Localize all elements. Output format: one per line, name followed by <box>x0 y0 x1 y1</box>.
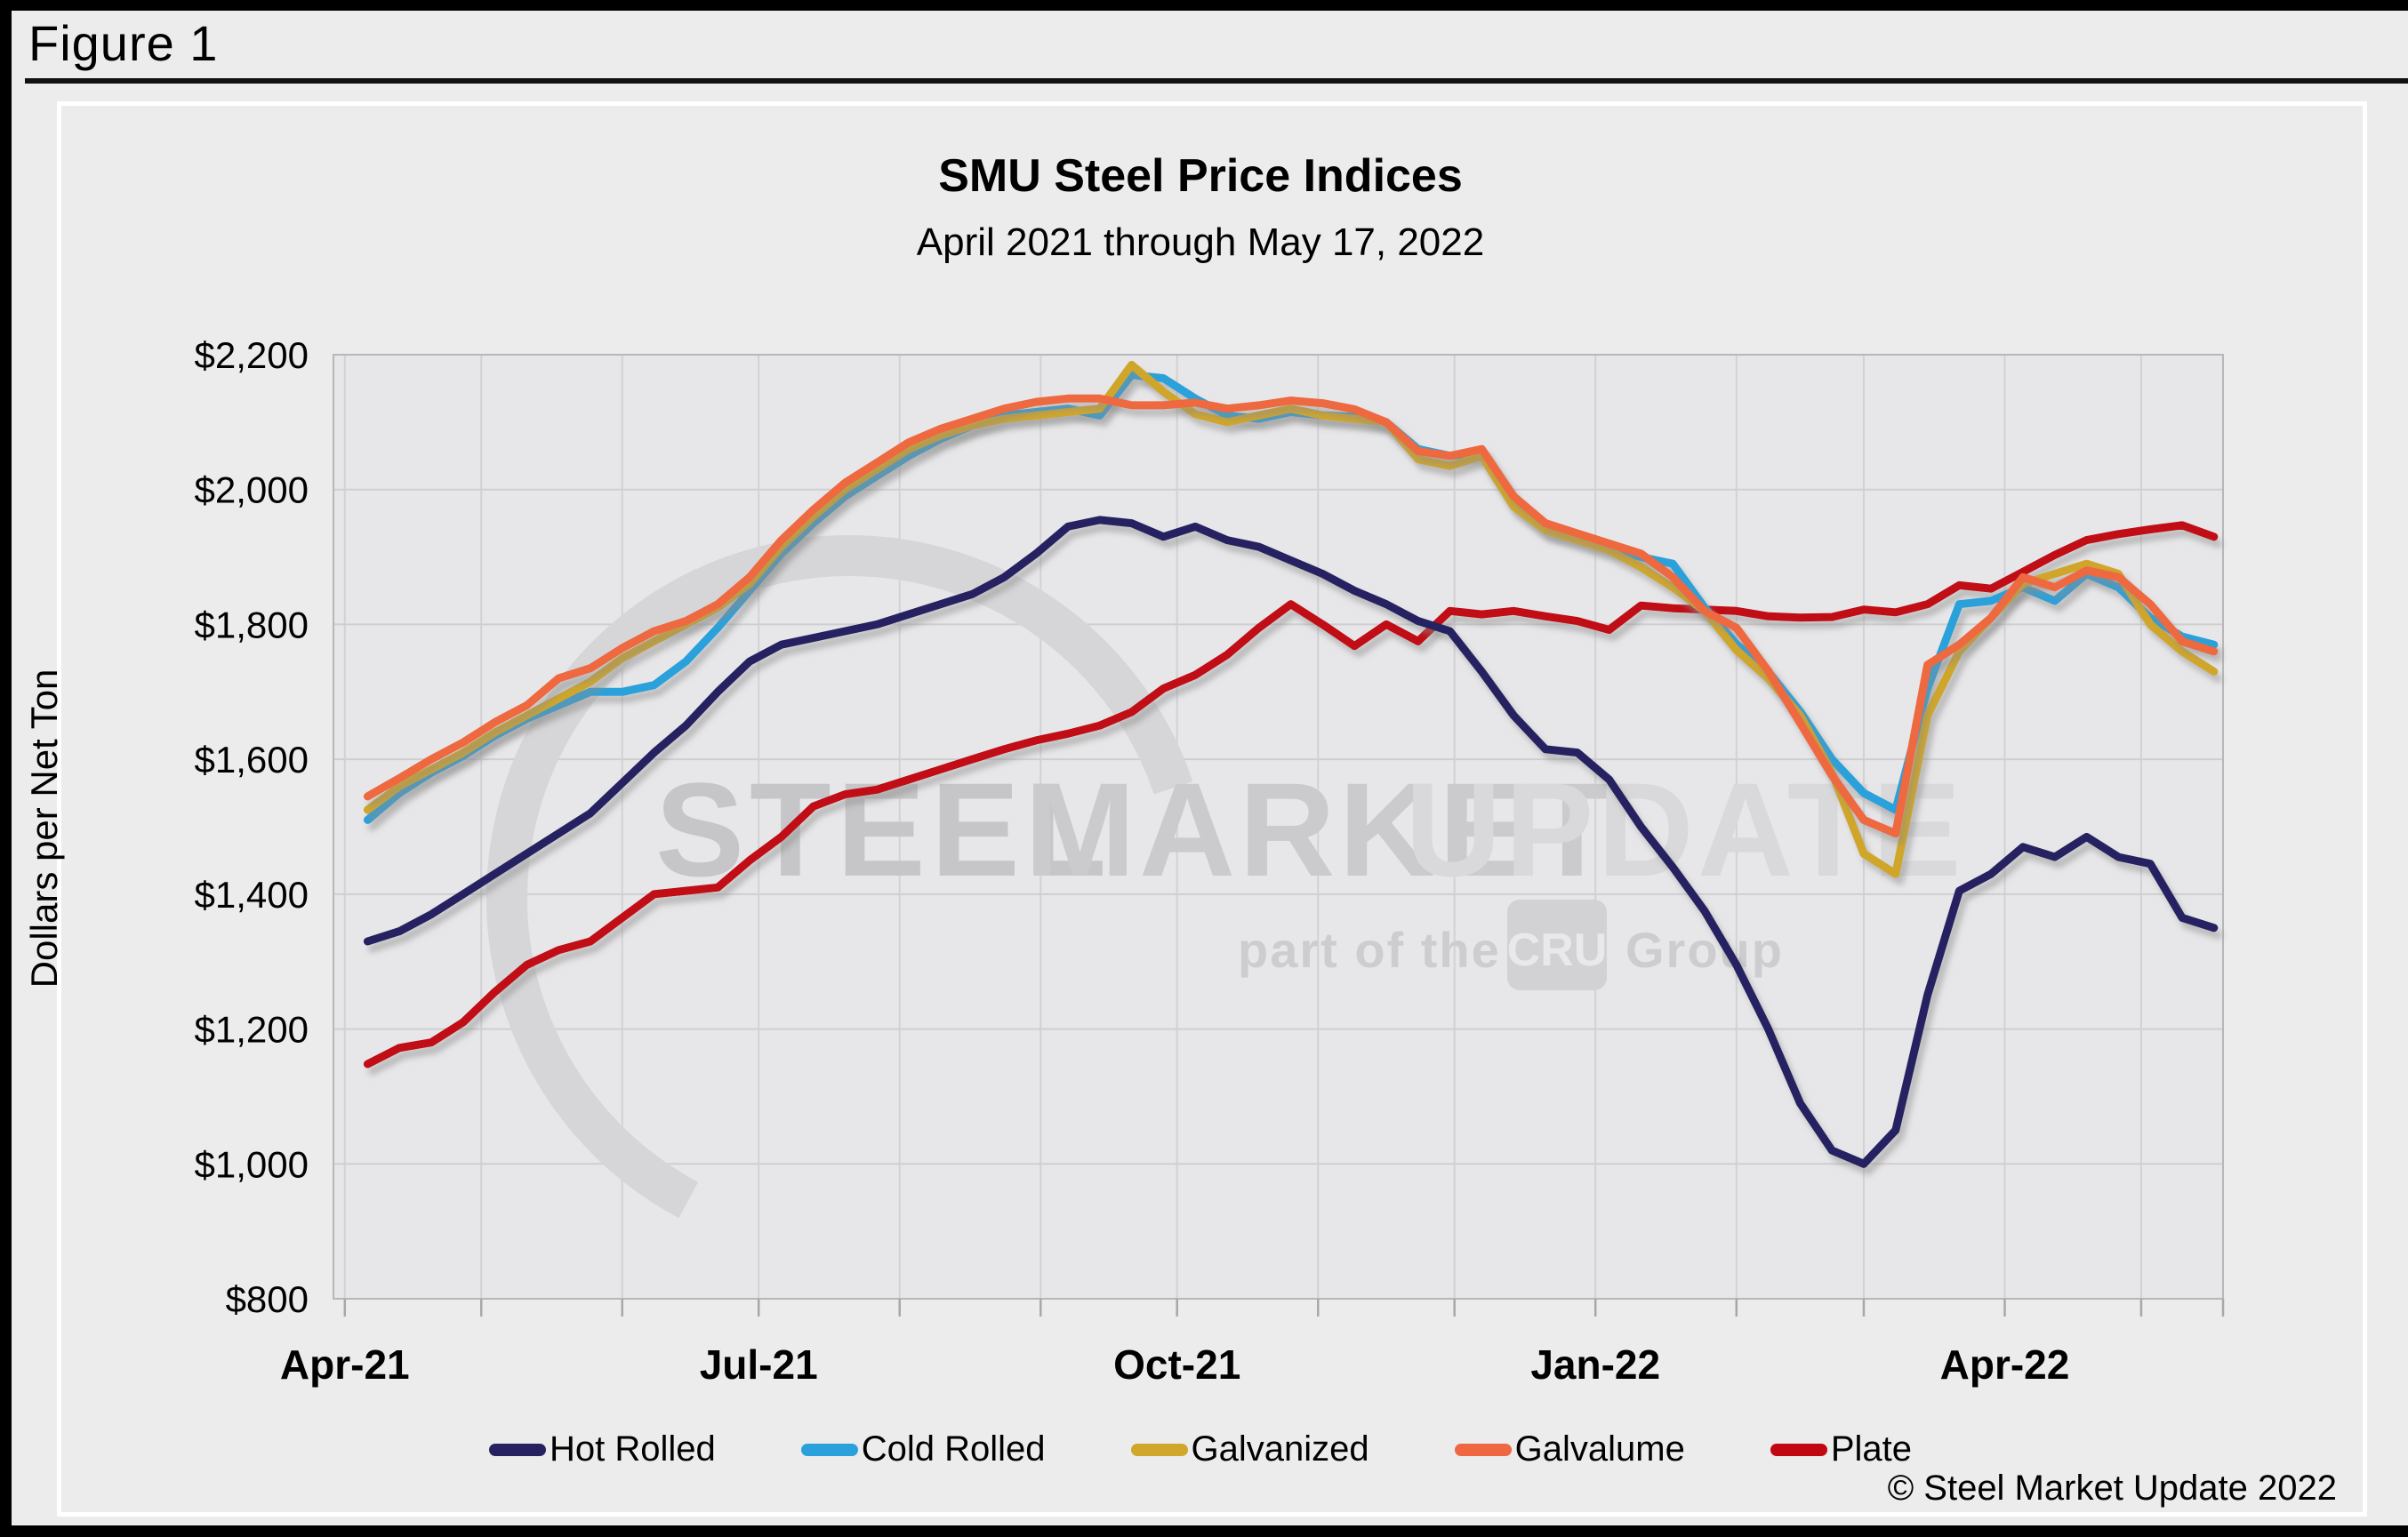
legend-swatch-icon <box>1130 1443 1188 1456</box>
legend-label: Cold Rolled <box>861 1429 1046 1469</box>
y-axis-labels: $2,200 $2,000 $1,800 $1,600 $1,400 $1,200 $1,0… <box>195 334 309 1320</box>
series-line-plate <box>363 521 2219 1069</box>
legend-label: Galvalume <box>1514 1429 1685 1469</box>
x-axis-ticks <box>343 1299 2225 1317</box>
legend-item-plate: Plate <box>1770 1429 1912 1469</box>
x-tick-label: Apr-21 <box>280 1341 410 1388</box>
window-edge-top <box>0 0 2408 11</box>
x-tick-label: Oct-21 <box>1113 1341 1240 1388</box>
chart-title: SMU Steel Price Indices <box>938 150 1463 202</box>
legend-swatch-icon <box>1770 1443 1827 1456</box>
legend-item-galvanized: Galvanized <box>1130 1429 1369 1469</box>
y-axis-title: Dollars per Net Ton <box>23 668 65 989</box>
legend-swatch-icon <box>800 1443 858 1456</box>
x-tick-label: Jan-22 <box>1530 1341 1660 1388</box>
legend-item-galvalume: Galvalume <box>1454 1429 1685 1469</box>
watermark-swoosh-icon <box>486 535 1213 1261</box>
series-line-galvanized <box>363 360 2219 878</box>
copyright-note: © Steel Market Update 2022 <box>1887 1469 2337 1508</box>
series-line-galvalume <box>363 394 2219 838</box>
y-tick-label: $2,000 <box>195 469 309 511</box>
plot-border <box>333 354 2224 1300</box>
x-tick-label: Jul-21 <box>700 1341 818 1388</box>
watermark-cru-badge <box>1507 900 1607 990</box>
y-tick-label: $1,200 <box>195 1009 309 1051</box>
legend-item-cold-rolled: Cold Rolled <box>800 1429 1046 1469</box>
y-tick-label: $2,200 <box>195 334 309 376</box>
y-tick-label: $1,400 <box>195 874 309 916</box>
watermark-cru-text: CRU <box>1507 925 1608 976</box>
figure-label: Figure 1 <box>28 15 219 71</box>
window-edge-bottom <box>0 1525 2408 1537</box>
x-axis-labels: Apr-21 Jul-21 Oct-21 Jan-22 Apr-22 <box>280 1341 2069 1388</box>
chart-legend: Hot Rolled Cold Rolled Galvanized Galvalume… <box>267 1429 2134 1469</box>
window-edge-left <box>0 0 12 1537</box>
y-tick-label: $1,600 <box>195 739 309 781</box>
chart-subtitle: April 2021 through May 17, 2022 <box>916 220 1485 264</box>
series-line-hot-rolled <box>363 516 2219 1168</box>
watermark-tagline-right: Group <box>1625 922 1784 978</box>
y-tick-label: $1,000 <box>195 1143 309 1185</box>
watermark-tagline-left: part of the <box>1238 922 1501 978</box>
legend-swatch-icon <box>488 1443 546 1456</box>
legend-label: Plate <box>1830 1429 1913 1469</box>
x-tick-label: Apr-22 <box>1940 1341 2070 1388</box>
legend-swatch-icon <box>1454 1443 1512 1456</box>
legend-label: Hot Rolled <box>549 1429 716 1469</box>
watermark-word-market: MARKET <box>1024 755 1617 904</box>
y-tick-label: $800 <box>226 1278 309 1320</box>
legend-label: Galvanized <box>1191 1429 1369 1469</box>
legend-item-hot-rolled: Hot Rolled <box>488 1429 716 1469</box>
y-tick-label: $1,800 <box>195 604 309 645</box>
figure-rule-divider <box>25 78 2408 84</box>
